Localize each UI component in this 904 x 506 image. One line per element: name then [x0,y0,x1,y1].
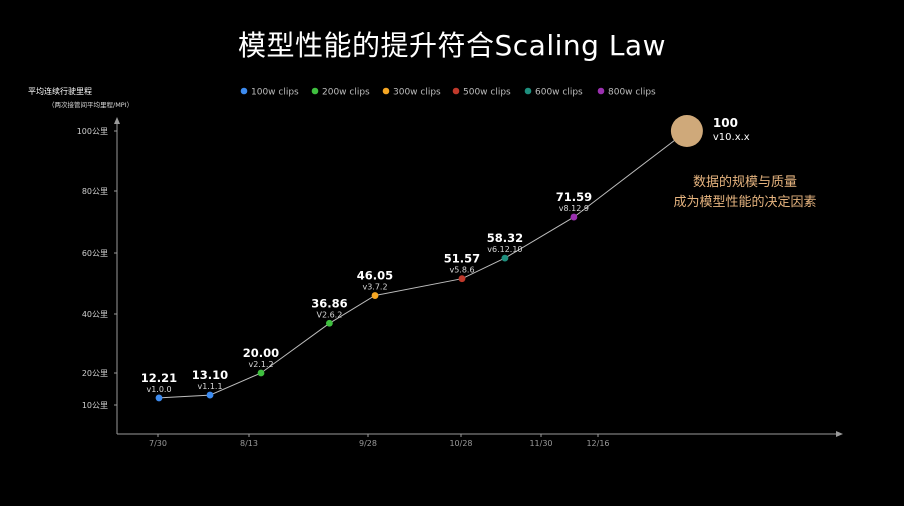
data-label: 71.59 [556,190,592,204]
data-point [257,369,265,377]
y-tick-label: 100公里 [77,127,108,136]
data-point [570,213,578,221]
chart-title: 模型性能的提升符合Scaling Law [238,29,666,62]
legend-marker [452,87,460,95]
y-tick-label: 10公里 [82,401,108,410]
version-label: v1.1.1 [197,382,222,391]
legend-label: 300w clips [393,88,441,98]
x-tick-label: 12/16 [586,439,609,448]
data-label: 51.57 [444,252,480,266]
data-label: 46.05 [357,269,393,283]
legend-marker [597,87,605,95]
version-label: v1.0.0 [146,385,171,394]
series-line [158,130,688,399]
legend-label: 200w clips [322,88,370,98]
data-label: 36.86 [311,296,347,310]
data-label: 13.10 [192,368,228,382]
y-tick-label: 40公里 [82,310,108,319]
legend-label: 600w clips [535,88,583,98]
version-label: v8.12.9 [559,204,589,213]
data-label: 58.32 [487,231,523,245]
x-tick-label: 9/28 [359,439,377,448]
x-tick-label: 8/13 [240,439,258,448]
x-tick-label: 10/28 [449,439,472,448]
y-axis-arrow [114,117,120,124]
legend-label: 800w clips [608,88,656,98]
y-tick-label: 60公里 [82,249,108,258]
data-label: 12.21 [141,371,177,385]
annotation-line-2: 成为模型性能的决定因素 [673,194,816,210]
version-label: v10.x.x [713,132,750,143]
data-point [326,319,333,327]
y-tick-label: 20公里 [82,369,108,378]
version-label: v6.12.10 [487,245,522,254]
data-label: 100 [713,116,738,130]
version-label: V2.6.2 [316,310,342,319]
projected-point [670,115,703,147]
legend-marker [311,87,319,95]
y-axis-sublabel: （两次接管间平均里程/MPI） [48,101,134,109]
legend-label: 100w clips [251,88,299,98]
x-tick-label: 7/30 [149,439,167,448]
version-label: v5.8.6 [449,266,474,275]
y-axis-label: 平均连续行驶里程 [28,87,92,96]
annotation-line-1: 数据的规模与质量 [693,174,797,190]
x-tick-label: 11/30 [529,439,552,448]
data-point [501,254,509,262]
data-point [458,275,466,283]
data-point [371,292,379,299]
legend-label: 500w clips [463,88,511,98]
legend-marker [524,87,532,95]
data-label: 20.00 [243,346,279,360]
y-tick-label: 80公里 [82,187,108,196]
data-point [155,394,163,402]
legend-marker [382,87,390,95]
data-point [206,391,214,399]
x-axis-arrow [836,431,843,437]
version-label: v3.7.2 [362,283,387,292]
version-label: v2.1.2 [248,360,273,369]
legend-marker [240,87,248,95]
